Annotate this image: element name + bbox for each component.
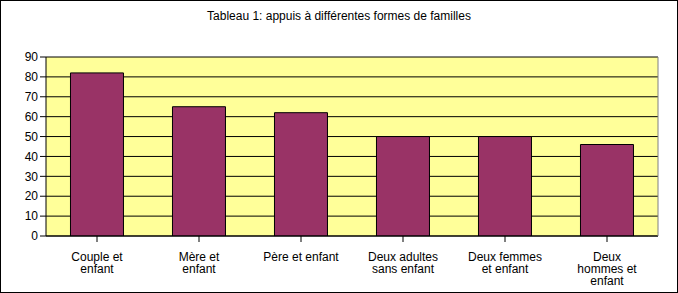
html-text:Tableau 1: appuis à différente: Tableau 1: appuis à différentes formes d…: [207, 9, 471, 23]
svg-text:Couple etenfant: Couple etenfant: [71, 250, 123, 276]
svg-text:50: 50: [25, 130, 39, 144]
svg-text:Mère etenfant: Mère etenfant: [179, 250, 220, 276]
svg-text:10: 10: [25, 209, 39, 223]
svg-text:80: 80: [25, 70, 39, 84]
svg-text:70: 70: [25, 90, 39, 104]
svg-text:Deux femmeset enfant: Deux femmeset enfant: [468, 250, 542, 276]
svg-text:Deuxhommes etenfant: Deuxhommes etenfant: [577, 250, 637, 288]
svg-text:0: 0: [31, 229, 38, 243]
svg-text:90: 90: [25, 50, 39, 64]
svg-text:40: 40: [25, 150, 39, 164]
svg-text:Deux adultessans enfant: Deux adultessans enfant: [368, 250, 438, 276]
svg-text:20: 20: [25, 189, 39, 203]
svg-text:30: 30: [25, 170, 39, 184]
svg-text:Père et enfant: Père et enfant: [263, 250, 339, 264]
svg-text:60: 60: [25, 110, 39, 124]
